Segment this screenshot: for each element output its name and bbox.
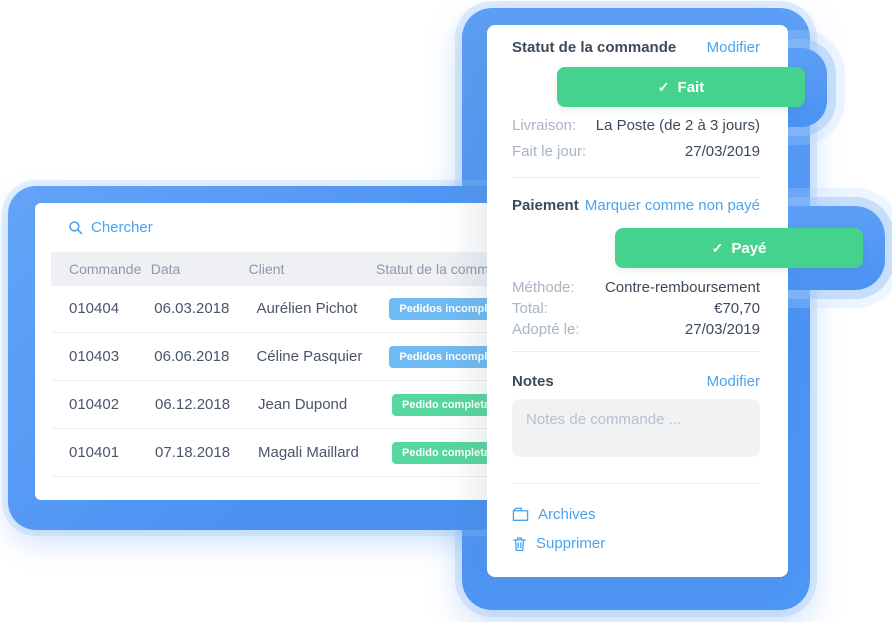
header-data: Data bbox=[150, 261, 181, 277]
orders-panel: Chercher Commande Data Client Statut de … bbox=[35, 203, 520, 500]
header-statut: Statut de la commande bbox=[376, 261, 521, 277]
cell-data: 07.18.2018 bbox=[155, 444, 231, 461]
status-section-title: Statut de la commande bbox=[512, 39, 677, 56]
section-divider bbox=[512, 177, 760, 178]
check-icon: ✓ bbox=[711, 239, 724, 256]
total-label: Total: bbox=[512, 300, 548, 317]
total-value: €70,70 bbox=[714, 300, 760, 317]
paye-button-label: Payé bbox=[731, 239, 767, 257]
archives-label: Archives bbox=[538, 506, 596, 523]
fait-jour-label: Fait le jour: bbox=[512, 143, 587, 160]
orders-table-header: Commande Data Client Statut de la comman… bbox=[51, 252, 520, 286]
notes-section-title: Notes bbox=[512, 373, 554, 390]
cell-commande: 010403 bbox=[69, 348, 120, 365]
cell-commande: 010401 bbox=[69, 444, 120, 461]
cell-commande: 010402 bbox=[69, 396, 120, 413]
table-row[interactable]: 010403 06.06.2018 Céline Pasquier Pedido… bbox=[51, 333, 520, 381]
search-label: Chercher bbox=[91, 219, 153, 236]
methode-value: Contre-remboursement bbox=[604, 279, 760, 296]
table-row[interactable]: 010401 07.18.2018 Magali Maillard Pedido… bbox=[51, 429, 520, 477]
trash-icon bbox=[512, 536, 527, 552]
status-modifier-link[interactable]: Modifier bbox=[706, 39, 760, 56]
supprimer-link[interactable]: Supprimer bbox=[512, 535, 605, 552]
archive-folder-icon bbox=[512, 507, 529, 522]
cell-client: Aurélien Pichot bbox=[256, 300, 358, 317]
table-row[interactable]: 010404 06.03.2018 Aurélien Pichot Pedido… bbox=[51, 285, 520, 333]
cell-commande: 010404 bbox=[69, 300, 120, 317]
livraison-row: Livraison: La Poste (de 2 à 3 jours) bbox=[512, 117, 760, 134]
fait-jour-value: 27/03/2019 bbox=[684, 143, 760, 160]
fait-button-label: Fait bbox=[677, 78, 705, 96]
cell-data: 06.06.2018 bbox=[154, 348, 230, 365]
mark-unpaid-link[interactable]: Marquer comme non payé bbox=[584, 197, 760, 214]
header-commande: Commande bbox=[69, 261, 142, 277]
table-row[interactable]: 010402 06.12.2018 Jean Dupond Pedido com… bbox=[51, 381, 520, 429]
search-icon bbox=[68, 220, 84, 236]
methode-row: Méthode: Contre-remboursement bbox=[512, 279, 760, 296]
adopte-row: Adopté le: 27/03/2019 bbox=[512, 321, 760, 338]
order-detail-panel: Statut de la commande Modifier Livraison… bbox=[487, 25, 788, 577]
notes-section-header: Notes Modifier bbox=[512, 373, 760, 390]
cell-data: 06.03.2018 bbox=[154, 300, 230, 317]
adopte-label: Adopté le: bbox=[512, 321, 580, 338]
adopte-value: 27/03/2019 bbox=[684, 321, 760, 338]
payment-section-header: Paiement Marquer comme non payé bbox=[512, 197, 760, 214]
header-client: Client bbox=[248, 261, 285, 277]
livraison-label: Livraison: bbox=[512, 117, 577, 134]
status-badge: Pedido completado bbox=[392, 441, 514, 464]
fait-jour-row: Fait le jour: 27/03/2019 bbox=[512, 143, 760, 160]
section-divider bbox=[512, 483, 760, 484]
search-control[interactable]: Chercher bbox=[68, 219, 153, 236]
supprimer-label: Supprimer bbox=[536, 535, 606, 552]
section-divider bbox=[512, 351, 760, 352]
cell-client: Jean Dupond bbox=[258, 396, 348, 413]
methode-label: Méthode: bbox=[512, 279, 575, 296]
cell-client: Magali Maillard bbox=[258, 444, 359, 461]
status-section-header: Statut de la commande Modifier bbox=[512, 39, 760, 56]
order-notes-input[interactable] bbox=[512, 399, 760, 457]
archives-link[interactable]: Archives bbox=[512, 506, 596, 523]
cell-data: 06.12.2018 bbox=[155, 396, 231, 413]
total-row: Total: €70,70 bbox=[512, 300, 760, 317]
check-icon: ✓ bbox=[657, 78, 670, 95]
status-badge: Pedido completado bbox=[392, 393, 514, 416]
payment-section-title: Paiement bbox=[512, 197, 579, 214]
fait-status-button[interactable]: ✓ Fait bbox=[557, 67, 805, 107]
cell-client: Céline Pasquier bbox=[256, 348, 363, 365]
livraison-value: La Poste (de 2 à 3 jours) bbox=[595, 117, 760, 134]
notes-modifier-link[interactable]: Modifier bbox=[706, 373, 760, 390]
paye-status-button[interactable]: ✓ Payé bbox=[615, 228, 863, 268]
